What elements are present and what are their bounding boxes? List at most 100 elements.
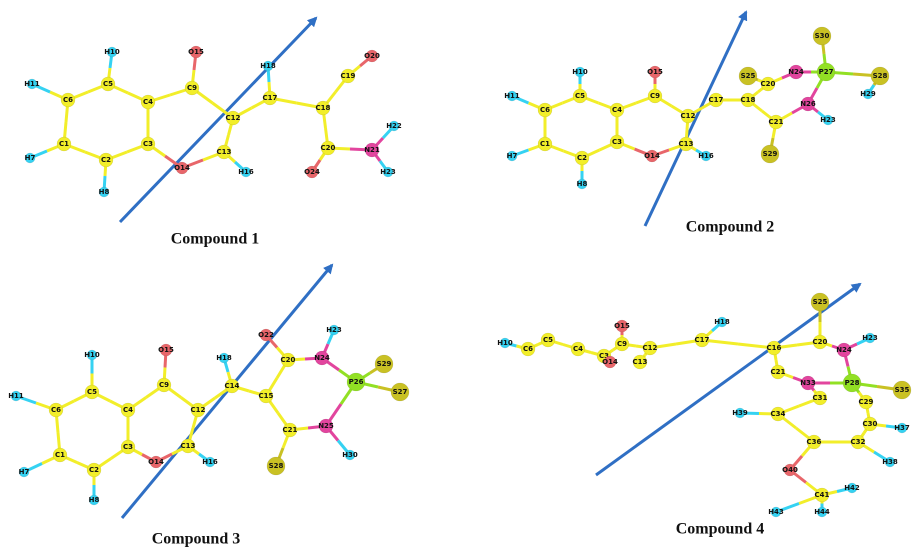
atom-label: C1 xyxy=(540,140,550,148)
atom-label: C19 xyxy=(341,72,356,80)
atom-label: H7 xyxy=(19,468,30,476)
atom-label: H44 xyxy=(814,508,830,516)
atom-label: H22 xyxy=(386,122,402,130)
figure: C1C2C3C4C5C6H7H8C9H10H11C12C13O14O15H16C… xyxy=(0,0,915,550)
atom-label: C12 xyxy=(191,406,206,414)
atom-label: C13 xyxy=(181,442,196,450)
atom-label: H7 xyxy=(507,152,518,160)
atom-label: H43 xyxy=(768,508,784,516)
atom-label: S28 xyxy=(873,72,888,80)
atom-label: H23 xyxy=(862,334,878,342)
atom-label: H18 xyxy=(714,318,730,326)
atom-label: C5 xyxy=(103,80,113,88)
atom-label: N24 xyxy=(788,68,804,76)
atom-label: H23 xyxy=(820,116,836,124)
atom-label: O22 xyxy=(258,331,274,339)
atom-label: C17 xyxy=(709,96,724,104)
caption: Compound 3 xyxy=(152,531,240,548)
atom-label: C6 xyxy=(540,106,550,114)
atom-label: S35 xyxy=(895,386,910,394)
atom-label: N33 xyxy=(800,379,816,387)
atom-label: C20 xyxy=(813,338,828,346)
atom-label: C21 xyxy=(283,426,298,434)
atom-label: C4 xyxy=(612,106,622,114)
atom-label: H10 xyxy=(84,351,100,359)
atom-label: S30 xyxy=(815,32,830,40)
atom-label: C15 xyxy=(259,392,274,400)
atom-label: H42 xyxy=(844,484,860,492)
atom-label: H16 xyxy=(698,152,714,160)
atom-label: H30 xyxy=(342,451,358,459)
atom-label: H29 xyxy=(860,90,876,98)
atom-label: C4 xyxy=(143,98,153,106)
atom-label: C21 xyxy=(771,368,786,376)
atom-label: C12 xyxy=(681,112,696,120)
atom-label: H23 xyxy=(326,326,342,334)
atom-label: C5 xyxy=(575,92,585,100)
atom-label: H11 xyxy=(24,80,40,88)
atom-label: H16 xyxy=(202,458,218,466)
atom-label: C2 xyxy=(101,156,111,164)
atom-label: S29 xyxy=(377,360,392,368)
atom-label: P26 xyxy=(349,378,364,386)
atom-label: C21 xyxy=(769,118,784,126)
atom-label: P28 xyxy=(845,379,860,387)
atom-label: C4 xyxy=(123,406,133,414)
atom-label: H8 xyxy=(89,496,100,504)
atom-label: C1 xyxy=(59,140,69,148)
atom-label: C12 xyxy=(643,344,658,352)
atom-label: C41 xyxy=(815,491,830,499)
atom-label: N24 xyxy=(314,354,330,362)
atom-label: C3 xyxy=(143,140,153,148)
atom-label: C18 xyxy=(741,96,756,104)
atom-label: S25 xyxy=(741,72,756,80)
atom-label: H38 xyxy=(882,458,898,466)
atom-label: C1 xyxy=(55,451,65,459)
atom-label: C14 xyxy=(225,382,240,390)
atom-label: O24 xyxy=(304,168,320,176)
atom-label: C3 xyxy=(612,138,622,146)
atom-label: C17 xyxy=(263,94,278,102)
atom-label: C5 xyxy=(87,388,97,396)
atom-label: S27 xyxy=(393,388,408,396)
atom-label: H23 xyxy=(380,168,396,176)
atom-label: C12 xyxy=(226,114,241,122)
atom-label: N24 xyxy=(836,346,852,354)
atom-label: C20 xyxy=(281,356,296,364)
atom-label: C13 xyxy=(679,140,694,148)
atom-label: H11 xyxy=(8,392,24,400)
atom-label: C4 xyxy=(573,345,583,353)
atom-label: H7 xyxy=(25,154,36,162)
atom-label: H37 xyxy=(894,424,910,432)
atom-label: C20 xyxy=(321,144,336,152)
atom-label: C9 xyxy=(617,340,627,348)
caption: Compound 4 xyxy=(676,521,764,538)
atom-label: H18 xyxy=(216,354,232,362)
atom-label: S28 xyxy=(269,462,284,470)
atom-label: C3 xyxy=(123,443,133,451)
atom-label: C16 xyxy=(767,344,782,352)
atom-label: C36 xyxy=(807,438,822,446)
atom-label: C9 xyxy=(187,84,197,92)
atom-label: H11 xyxy=(504,92,520,100)
atom-label: O15 xyxy=(647,68,663,76)
atom-label: H10 xyxy=(104,48,120,56)
atom-label: O15 xyxy=(614,322,630,330)
atom-label: H16 xyxy=(238,168,254,176)
atom-label: C2 xyxy=(577,154,587,162)
atom-label: C5 xyxy=(543,336,553,344)
atom-label: C2 xyxy=(89,466,99,474)
atom-label: C6 xyxy=(523,345,533,353)
atom-label: H39 xyxy=(732,409,748,417)
atom-label: C20 xyxy=(761,80,776,88)
atom-label: H8 xyxy=(577,180,588,188)
dipole-arrow xyxy=(645,12,746,226)
atom-label: C31 xyxy=(813,394,828,402)
atom-label: N26 xyxy=(800,100,816,108)
molecules: C1C2C3C4C5C6H7H8C9H10H11C12C13O14O15H16C… xyxy=(8,27,911,517)
atom-label: S25 xyxy=(813,298,828,306)
atom-label: H18 xyxy=(260,62,276,70)
atom-label: C17 xyxy=(695,336,710,344)
atom-label: O15 xyxy=(188,48,204,56)
atom-label: C9 xyxy=(159,381,169,389)
